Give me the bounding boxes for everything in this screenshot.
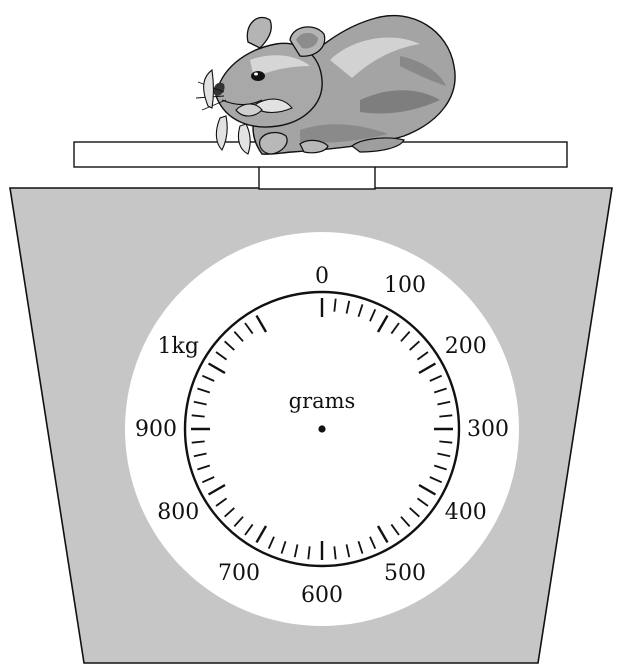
dial-label-200: 200 xyxy=(445,334,487,359)
dial-label-400: 400 xyxy=(445,500,487,525)
dial-label-700: 700 xyxy=(218,561,260,586)
hamster-icon xyxy=(196,16,455,155)
unit-label: grams xyxy=(289,389,356,413)
dial-label-600: 600 xyxy=(301,583,343,608)
dial-label-900: 900 xyxy=(135,417,177,442)
dial-label-800: 800 xyxy=(157,500,199,525)
dial-center-dot xyxy=(318,425,325,432)
dial-label-0: 0 xyxy=(315,264,329,289)
dial-label-100: 100 xyxy=(384,273,426,298)
scale-post xyxy=(259,166,375,189)
dial-label-1kg: 1kg xyxy=(158,334,199,359)
dial-label-500: 500 xyxy=(384,561,426,586)
dial-label-300: 300 xyxy=(467,417,509,442)
